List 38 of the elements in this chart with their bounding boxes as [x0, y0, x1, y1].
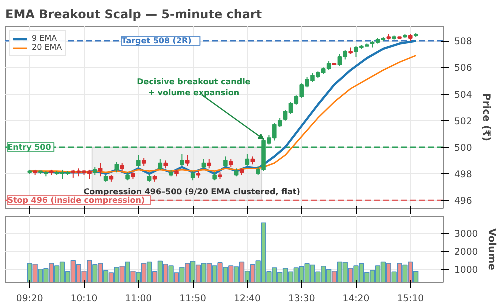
- x-tick-label: 09:20: [16, 294, 44, 304]
- ref-line-label: Entry 500: [8, 142, 52, 152]
- y-tick-label: 3000: [454, 229, 478, 240]
- candlestick: [224, 156, 228, 168]
- legend-label: 9 EMA: [32, 34, 58, 43]
- y-tick-label: 500: [454, 142, 472, 154]
- candlestick: [202, 158, 206, 170]
- candlestick: [158, 158, 163, 170]
- x-tick-label: 11:00: [125, 294, 152, 304]
- x-tick-label: 15:10: [397, 294, 424, 304]
- y-axis-title: Volume: [486, 228, 498, 271]
- candlestick: [245, 154, 250, 166]
- candlestick: [190, 170, 196, 182]
- x-tick-label: 12:40: [234, 294, 261, 304]
- band-label: Compression 496–500 (9/20 EMA clustered, flat): [84, 188, 300, 197]
- x-tick-label: 10:10: [70, 294, 98, 304]
- y-axis-title: Price (₹): [480, 94, 492, 142]
- y-tick-label: 504: [454, 90, 472, 101]
- x-tick-label: 11:50: [180, 294, 207, 304]
- x-tick-label: 13:30: [288, 294, 316, 304]
- y-tick-label: 508: [454, 36, 472, 48]
- y-tick-label: 496: [454, 196, 472, 208]
- candlestick: [180, 154, 184, 166]
- candlestick: [136, 154, 141, 168]
- chart-title: EMA Breakout Scalp — 5-minute chart: [6, 8, 262, 22]
- y-tick-label: 502: [454, 116, 472, 128]
- candlestick: [114, 162, 120, 174]
- x-tick-label: 14:20: [342, 294, 370, 304]
- y-tick-label: 1000: [454, 264, 478, 276]
- candlestick: [207, 158, 212, 170]
- y-tick-label: 506: [454, 63, 472, 74]
- ref-line-label: Stop 496 (inside compression): [8, 196, 146, 206]
- y-tick-label: 2000: [454, 246, 478, 258]
- y-tick-label: 498: [454, 169, 472, 180]
- candlestick: [185, 154, 190, 166]
- candlestick: [98, 162, 103, 178]
- annotation: Decisive breakout candle + volume expansion: [137, 78, 252, 98]
- legend-label: 20 EMA: [32, 43, 62, 52]
